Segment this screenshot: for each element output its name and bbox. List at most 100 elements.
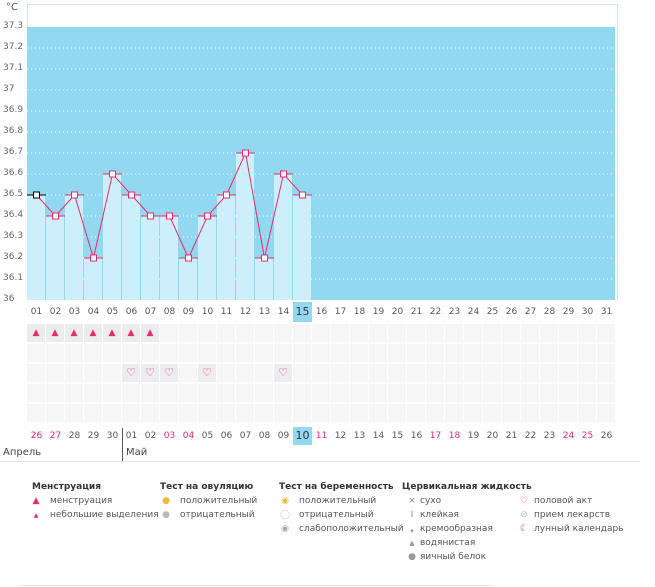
calendar-cell[interactable]: [483, 364, 501, 382]
calendar-cell[interactable]: [331, 344, 349, 362]
calendar-cell[interactable]: [483, 344, 501, 362]
calendar-cell[interactable]: [255, 364, 273, 382]
calendar-cell[interactable]: ▲: [46, 324, 64, 342]
calendar-cell[interactable]: [483, 324, 501, 342]
calendar-cell[interactable]: [141, 384, 159, 402]
calendar-date[interactable]: 12: [334, 431, 347, 441]
calendar-cell[interactable]: [464, 344, 482, 362]
data-point[interactable]: [166, 212, 173, 220]
calendar-cell[interactable]: [388, 364, 406, 382]
calendar-date[interactable]: 07: [239, 431, 252, 441]
calendar-cell[interactable]: [160, 384, 178, 402]
calendar-cell[interactable]: [103, 384, 121, 402]
calendar-cell[interactable]: [559, 384, 577, 402]
calendar-cell[interactable]: [255, 384, 273, 402]
calendar-cell[interactable]: [540, 404, 558, 422]
calendar-cell[interactable]: [540, 384, 558, 402]
calendar-cell[interactable]: [274, 404, 292, 422]
calendar-cell[interactable]: [27, 384, 45, 402]
calendar-cell[interactable]: [84, 384, 102, 402]
data-point[interactable]: [52, 212, 59, 220]
calendar-cell[interactable]: [179, 384, 197, 402]
calendar-cell[interactable]: ♡: [274, 364, 292, 382]
calendar-cell[interactable]: [502, 364, 520, 382]
calendar-cell[interactable]: [65, 344, 83, 362]
x-tick-label[interactable]: 11: [220, 307, 233, 317]
calendar-cell[interactable]: [122, 404, 140, 422]
calendar-cell[interactable]: [293, 344, 311, 362]
calendar-date[interactable]: 23: [543, 431, 556, 441]
calendar-cell[interactable]: [350, 344, 368, 362]
calendar-cell[interactable]: [103, 404, 121, 422]
calendar-cell[interactable]: [502, 384, 520, 402]
calendar-cell[interactable]: [369, 384, 387, 402]
calendar-cell[interactable]: [350, 364, 368, 382]
calendar-cell[interactable]: [255, 344, 273, 362]
calendar-cell[interactable]: ▲: [103, 324, 121, 342]
calendar-cell[interactable]: [369, 344, 387, 362]
calendar-date[interactable]: 18: [448, 431, 461, 441]
calendar-cell[interactable]: [274, 384, 292, 402]
x-tick-label[interactable]: 12: [239, 307, 252, 317]
calendar-cell[interactable]: [141, 344, 159, 362]
calendar-date[interactable]: 13: [353, 431, 366, 441]
calendar-date[interactable]: 30: [106, 431, 119, 441]
calendar-cell[interactable]: [160, 404, 178, 422]
calendar-date[interactable]: 20: [486, 431, 499, 441]
calendar-cell[interactable]: [160, 324, 178, 342]
x-tick-label[interactable]: 14: [277, 307, 290, 317]
x-tick-label[interactable]: 22: [429, 307, 442, 317]
calendar-cell[interactable]: [198, 384, 216, 402]
x-tick-label[interactable]: 31: [600, 307, 613, 317]
calendar-cell[interactable]: [369, 324, 387, 342]
calendar-cell[interactable]: [559, 344, 577, 362]
calendar-cell[interactable]: [464, 364, 482, 382]
calendar-cell[interactable]: [293, 324, 311, 342]
calendar-cell[interactable]: [502, 324, 520, 342]
calendar-date[interactable]: 25: [581, 431, 594, 441]
calendar-date[interactable]: 01: [125, 431, 138, 441]
calendar-cell[interactable]: [217, 384, 235, 402]
calendar-cell[interactable]: [407, 384, 425, 402]
calendar-cell[interactable]: [274, 344, 292, 362]
calendar-cell[interactable]: [521, 404, 539, 422]
calendar-cell[interactable]: [597, 404, 615, 422]
calendar-date[interactable]: 26: [30, 431, 43, 441]
calendar-cell[interactable]: [388, 324, 406, 342]
calendar-cell[interactable]: [179, 324, 197, 342]
calendar-cell[interactable]: [312, 404, 330, 422]
calendar-date[interactable]: 09: [277, 431, 290, 441]
calendar-cell[interactable]: ♡: [160, 364, 178, 382]
calendar-date[interactable]: 15: [391, 431, 404, 441]
calendar-cell[interactable]: [559, 364, 577, 382]
x-tick-label[interactable]: 15: [293, 302, 312, 322]
calendar-cell[interactable]: [540, 324, 558, 342]
calendar-date[interactable]: 19: [467, 431, 480, 441]
calendar-cell[interactable]: [236, 364, 254, 382]
x-tick-label[interactable]: 17: [334, 307, 347, 317]
x-tick-label[interactable]: 26: [505, 307, 518, 317]
calendar-cell[interactable]: [464, 404, 482, 422]
calendar-cell[interactable]: ▲: [122, 324, 140, 342]
calendar-cell[interactable]: ▲: [84, 324, 102, 342]
calendar-cell[interactable]: [122, 384, 140, 402]
calendar-date[interactable]: 11: [315, 431, 328, 441]
calendar-date[interactable]: 27: [49, 431, 62, 441]
x-tick-label[interactable]: 28: [543, 307, 556, 317]
x-tick-label[interactable]: 04: [87, 307, 100, 317]
calendar-cell[interactable]: [331, 324, 349, 342]
calendar-cell[interactable]: [597, 384, 615, 402]
calendar-date[interactable]: 10: [293, 427, 312, 445]
calendar-cell[interactable]: [502, 344, 520, 362]
calendar-date[interactable]: 04: [182, 431, 195, 441]
calendar-cell[interactable]: [578, 344, 596, 362]
calendar-cell[interactable]: [65, 384, 83, 402]
calendar-date[interactable]: 02: [144, 431, 157, 441]
calendar-date[interactable]: 17: [429, 431, 442, 441]
calendar-cell[interactable]: [255, 324, 273, 342]
x-tick-label[interactable]: 20: [391, 307, 404, 317]
calendar-cell[interactable]: [27, 344, 45, 362]
calendar-cell[interactable]: [369, 364, 387, 382]
x-tick-label[interactable]: 05: [106, 307, 119, 317]
calendar-cell[interactable]: [578, 384, 596, 402]
